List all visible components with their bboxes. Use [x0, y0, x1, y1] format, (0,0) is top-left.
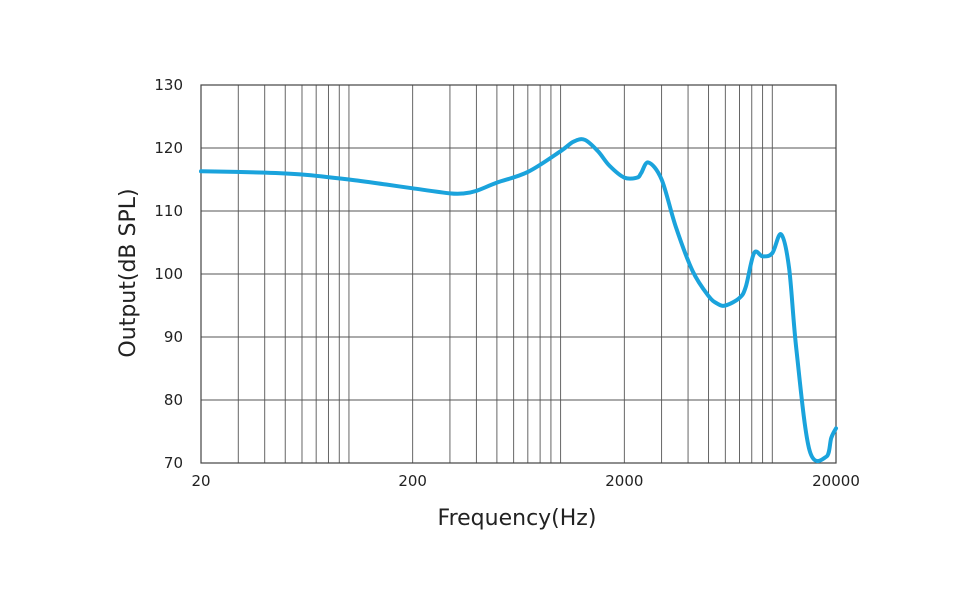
x-tick-label: 20 — [191, 472, 210, 490]
y-tick-label: 80 — [164, 391, 183, 409]
x-axis-label: Frequency(Hz) — [438, 506, 597, 531]
y-tick-label: 70 — [164, 454, 183, 472]
y-tick-label: 130 — [154, 76, 183, 94]
y-tick-label: 90 — [164, 328, 183, 346]
series-layer — [199, 137, 838, 464]
y-tick-label: 110 — [154, 202, 183, 220]
y-axis-ticks: 130 120 110 100 90 80 70 — [154, 76, 183, 472]
grid — [200, 84, 837, 464]
series-line — [199, 137, 838, 464]
x-tick-label: 200 — [398, 472, 427, 490]
y-tick-label: 100 — [154, 265, 183, 283]
y-axis-label: Output(dB SPL) — [116, 188, 141, 357]
x-tick-label: 20000 — [812, 472, 860, 490]
x-axis-ticks: 20 200 2000 20000 — [191, 472, 859, 490]
plot-frame — [200, 84, 837, 464]
x-tick-label: 2000 — [605, 472, 643, 490]
y-tick-label: 120 — [154, 139, 183, 157]
